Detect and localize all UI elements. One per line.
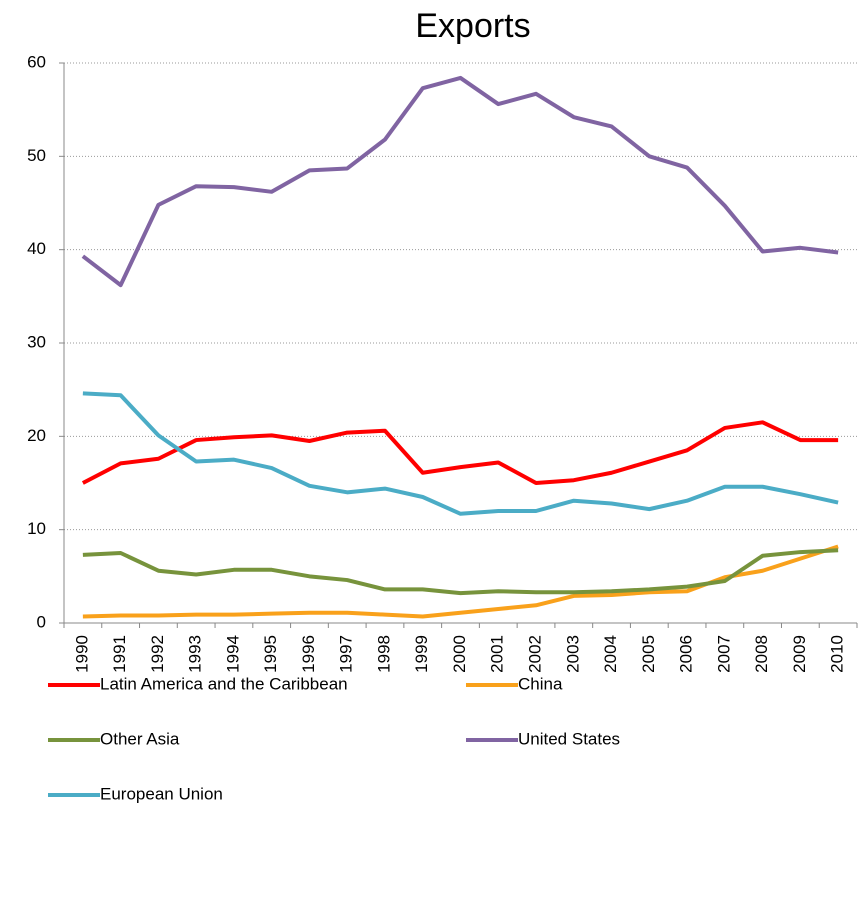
y-tick-label: 0 (37, 612, 46, 631)
x-tick-label: 2005 (639, 635, 658, 673)
x-tick-label: 1990 (72, 635, 91, 673)
y-tick-label: 20 (27, 426, 46, 445)
legend-label: Latin America and the Caribbean (100, 674, 348, 693)
x-tick-label: 1997 (337, 635, 356, 673)
legend-label: United States (518, 729, 620, 748)
x-tick-label: 2008 (752, 635, 771, 673)
x-tick-label: 1995 (261, 635, 280, 673)
x-tick-label: 2004 (601, 635, 620, 673)
y-tick-label: 30 (27, 332, 46, 351)
x-tick-label: 2003 (563, 635, 582, 673)
y-tick-label: 40 (27, 239, 46, 258)
legend-label: Other Asia (100, 729, 180, 748)
x-tick-label: 2010 (828, 635, 847, 673)
x-tick-label: 1992 (148, 635, 167, 673)
x-tick-label: 2001 (488, 635, 507, 673)
x-tick-label: 1996 (299, 635, 318, 673)
x-tick-label: 2007 (714, 635, 733, 673)
series-line (81, 75, 839, 288)
x-tick-label: 1998 (374, 635, 393, 673)
x-tick-label: 2000 (450, 635, 469, 673)
x-tick-label: 1991 (110, 635, 129, 673)
x-tick-label: 2009 (790, 635, 809, 673)
x-tick-label: 2002 (526, 635, 545, 673)
y-tick-label: 50 (27, 146, 46, 165)
x-tick-label: 2006 (677, 635, 696, 673)
chart-title: Exports (415, 7, 530, 45)
series-line (82, 548, 839, 596)
legend-label: European Union (100, 784, 223, 803)
x-tick-label: 1993 (186, 635, 205, 673)
y-tick-label: 10 (27, 519, 46, 538)
x-tick-label: 1999 (412, 635, 431, 673)
series-line (82, 391, 839, 516)
y-tick-label: 60 (27, 52, 46, 71)
x-tick-label: 1994 (223, 635, 242, 673)
series-line (81, 420, 839, 485)
legend-label: China (518, 674, 563, 693)
